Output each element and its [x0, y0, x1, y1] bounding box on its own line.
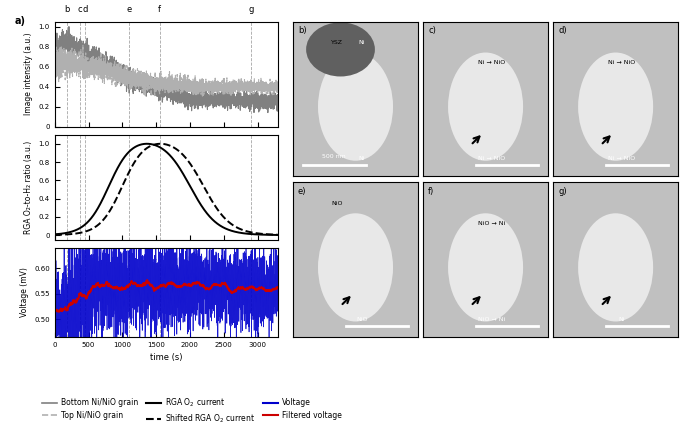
Ellipse shape [318, 53, 393, 161]
Text: e): e) [298, 187, 306, 196]
Text: NiO: NiO [331, 201, 342, 206]
Y-axis label: RGA O₂-to-H₂ ratio (a.u.): RGA O₂-to-H₂ ratio (a.u.) [24, 140, 33, 234]
Text: Ni: Ni [619, 317, 625, 321]
Text: Ni → NiO: Ni → NiO [478, 156, 506, 161]
Text: YSZ: YSZ [331, 40, 342, 45]
Text: NiO → Ni: NiO → Ni [478, 221, 506, 226]
Text: Ni → NiO: Ni → NiO [478, 60, 506, 65]
Text: f: f [158, 5, 161, 14]
Ellipse shape [318, 213, 393, 321]
Ellipse shape [448, 53, 523, 161]
Ellipse shape [306, 22, 375, 76]
Text: Ni → NiO: Ni → NiO [608, 60, 636, 65]
Text: c: c [78, 5, 82, 14]
Text: Ni → NiO: Ni → NiO [608, 156, 636, 161]
Text: NiO → Ni: NiO → Ni [478, 317, 506, 321]
Text: NiO: NiO [356, 317, 368, 321]
Legend: Bottom Ni/NiO grain, Top Ni/NiO grain, RGA O$_2$ current, Shifted RGA O$_2$ curr: Bottom Ni/NiO grain, Top Ni/NiO grain, R… [39, 393, 345, 428]
Ellipse shape [578, 213, 653, 321]
Text: f): f) [428, 187, 434, 196]
Text: d: d [82, 5, 88, 14]
Ellipse shape [578, 53, 653, 161]
Text: 500 nm: 500 nm [323, 154, 346, 159]
Y-axis label: Image intensity (a.u.): Image intensity (a.u.) [24, 33, 33, 115]
Text: c): c) [428, 26, 436, 35]
Text: b: b [64, 5, 69, 14]
Text: Ni: Ni [358, 40, 365, 45]
Text: b): b) [298, 26, 307, 35]
Text: Ni: Ni [358, 156, 365, 161]
Text: e: e [127, 5, 132, 14]
Ellipse shape [448, 213, 523, 321]
Y-axis label: Voltage (mV): Voltage (mV) [20, 267, 29, 317]
Text: g: g [248, 5, 253, 14]
Text: d): d) [558, 26, 566, 35]
Text: g): g) [558, 187, 566, 196]
X-axis label: time (s): time (s) [150, 353, 182, 362]
Text: a): a) [14, 16, 25, 26]
